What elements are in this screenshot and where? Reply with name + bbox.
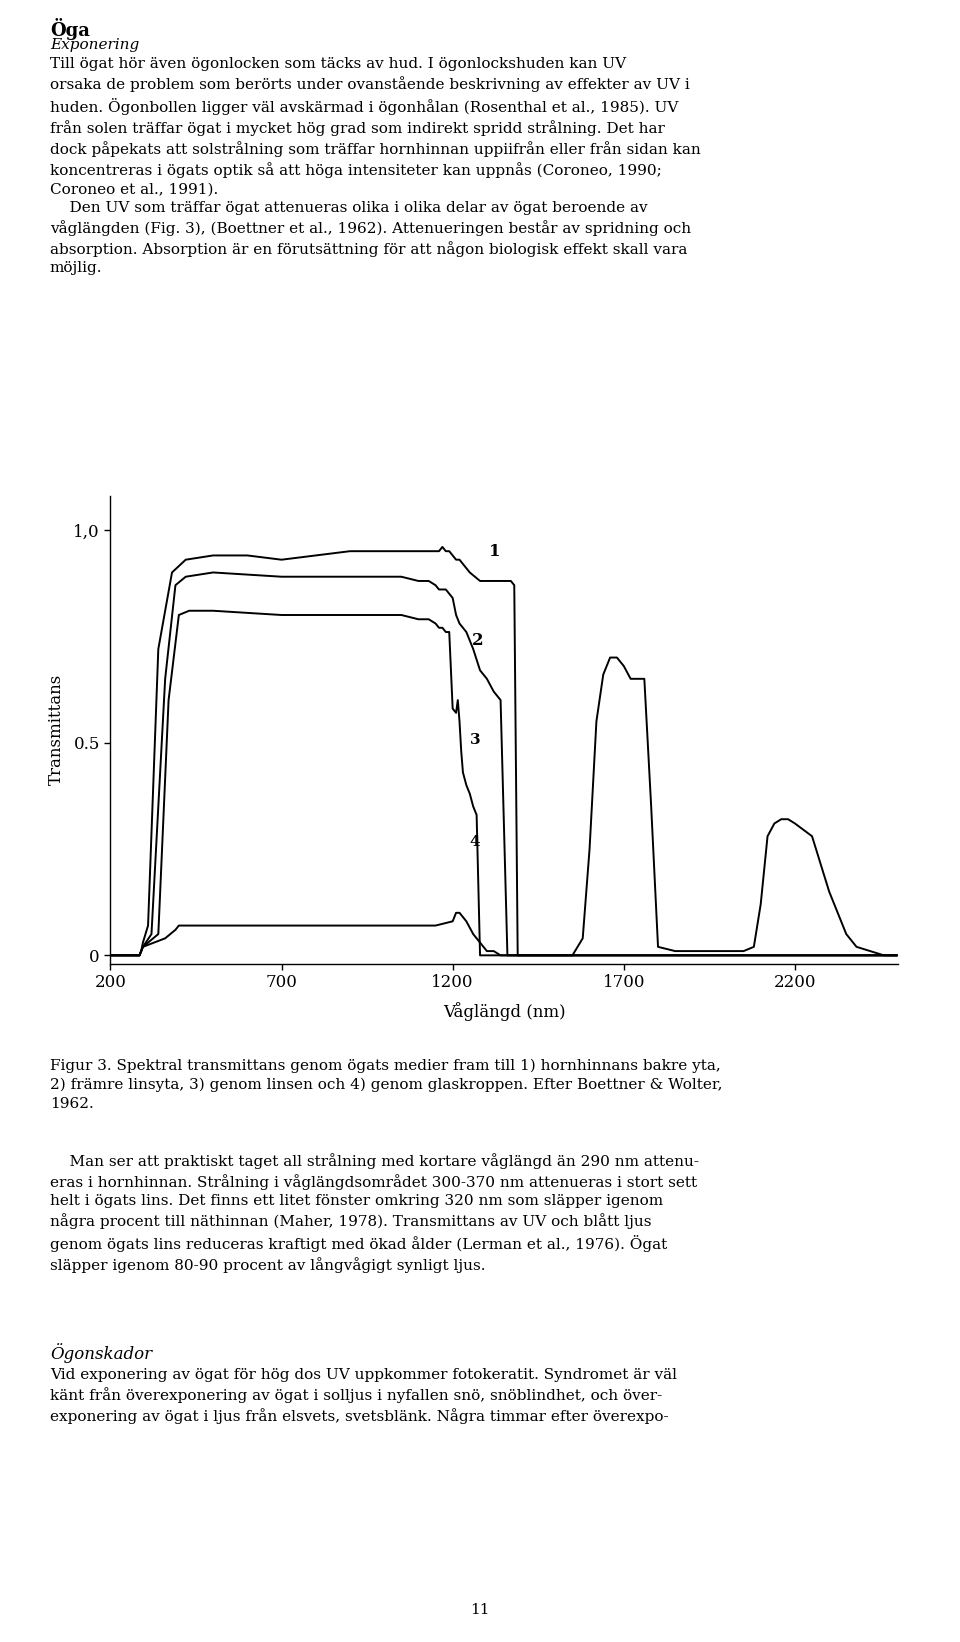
Text: 3: 3	[469, 732, 480, 747]
Text: Öga: Öga	[50, 18, 90, 39]
Y-axis label: Transmittans: Transmittans	[48, 675, 65, 785]
Text: 11: 11	[470, 1603, 490, 1617]
Text: 2: 2	[471, 632, 483, 649]
Text: Man ser att praktiskt taget all strålning med kortare våglängd än 290 nm attenu-: Man ser att praktiskt taget all strålnin…	[50, 1153, 699, 1273]
Text: Figur 3. Spektral transmittans genom ögats medier fram till 1) hornhinnans bakre: Figur 3. Spektral transmittans genom öga…	[50, 1059, 723, 1112]
Text: 1: 1	[489, 544, 500, 560]
Text: Exponering: Exponering	[50, 38, 139, 53]
Text: Ögonskador: Ögonskador	[50, 1343, 152, 1363]
Text: Till ögat hör även ögonlocken som täcks av hud. I ögonlockshuden kan UV
orsaka d: Till ögat hör även ögonlocken som täcks …	[50, 57, 701, 276]
Text: 4: 4	[469, 836, 480, 849]
X-axis label: Våglängd (nm): Våglängd (nm)	[443, 1002, 565, 1021]
Text: Vid exponering av ögat för hög dos UV uppkommer fotokeratit. Syndromet är väl
kä: Vid exponering av ögat för hög dos UV up…	[50, 1368, 677, 1424]
